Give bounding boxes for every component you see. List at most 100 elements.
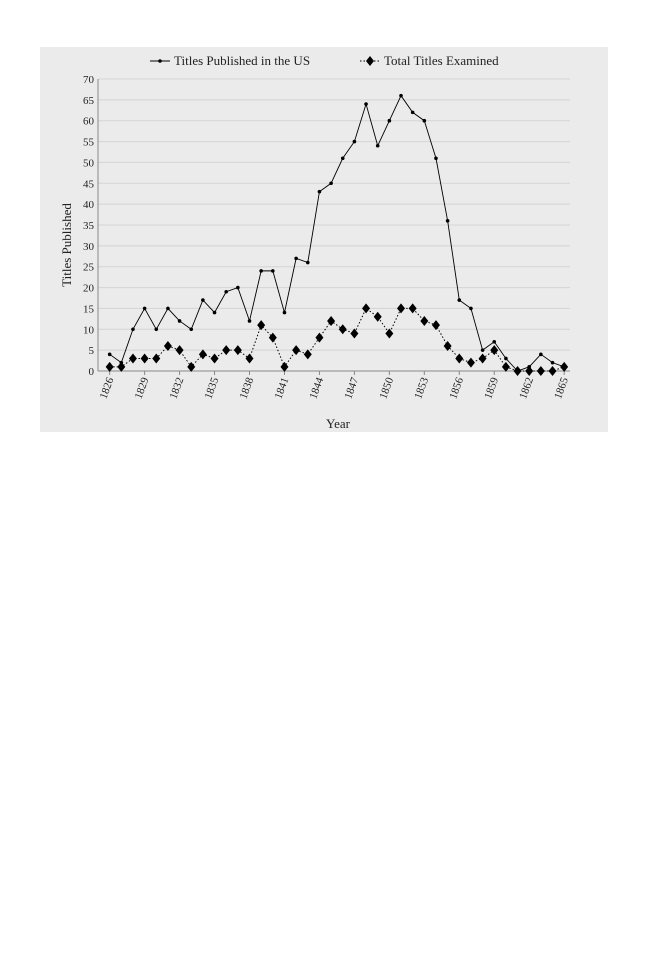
data-point [105,361,114,372]
y-tick-label: 60 [83,116,95,128]
series-line [109,94,565,372]
y-tick-label: 40 [83,199,95,211]
y-tick-label: 65 [83,95,95,107]
data-point [166,306,170,311]
data-point [212,310,217,315]
data-point [257,320,266,331]
data-point [154,327,159,332]
data-point [525,366,534,376]
data-point [431,320,440,331]
legend-marker [158,59,162,63]
data-point [504,356,508,361]
data-point [247,319,252,323]
data-point [268,332,277,343]
data-point [350,328,359,339]
data-point [210,353,219,364]
data-point [492,340,497,344]
data-point [539,352,543,357]
data-point [455,353,464,364]
data-point [282,310,287,315]
data-point [513,366,522,376]
data-point [152,353,161,364]
y-tick-label: 20 [83,283,95,295]
x-axis-label: Year [326,416,351,431]
y-tick-label: 15 [83,303,95,315]
data-point [224,289,228,294]
legend-marker [366,56,374,66]
legend-label: Titles Published in the US [174,53,310,68]
data-point [233,345,242,356]
data-point [315,332,324,343]
data-point [469,306,473,311]
data-point [364,102,368,106]
data-point [466,357,475,368]
data-point [478,353,487,364]
data-point [434,156,438,161]
data-point [245,353,254,364]
data-point [548,366,557,376]
data-point [550,360,555,365]
y-tick-label: 35 [83,220,95,232]
y-tick-label: 25 [83,262,95,274]
data-point [536,366,545,376]
data-point [128,353,137,364]
data-point [490,345,499,356]
data-point [352,139,357,144]
data-point [107,352,112,357]
data-point [259,269,263,273]
data-point [117,361,126,372]
data-point [338,324,347,335]
data-point [560,361,569,372]
y-tick-label: 55 [83,137,95,149]
data-point [410,110,415,115]
data-point [422,118,427,123]
series-line [109,307,565,372]
data-point [327,315,336,326]
y-axis-label: Titles Published [59,203,74,287]
data-point [457,298,462,302]
data-point [140,353,149,364]
data-point [131,327,135,332]
data-point [292,345,301,356]
data-point [408,303,417,314]
data-point [198,349,207,360]
y-tick-label: 45 [83,178,95,190]
data-point [187,361,196,372]
data-point [362,303,371,314]
y-tick-label: 70 [83,74,95,86]
data-point [303,349,312,360]
data-point [443,340,452,351]
data-point [177,319,182,323]
data-point [375,143,380,148]
chart-background [40,47,608,432]
data-point [189,327,194,332]
data-point [329,181,333,186]
data-point [373,311,382,322]
y-tick-label: 5 [89,345,95,357]
data-point [142,306,147,311]
data-point [271,269,275,273]
data-point [480,348,485,352]
data-point [236,285,240,290]
data-point [445,219,450,223]
data-point [305,260,310,265]
y-tick-label: 30 [83,241,95,253]
data-point [280,361,289,372]
data-point [317,189,322,194]
data-point [385,328,394,339]
y-tick-label: 50 [83,157,95,169]
y-tick-label: 10 [83,324,95,336]
data-point [201,298,205,302]
data-point [175,345,184,356]
data-point [399,93,403,98]
legend-label: Total Titles Examined [384,53,499,68]
data-point [501,361,510,372]
data-point [340,156,345,161]
data-point [294,256,298,261]
data-point [420,315,429,326]
y-tick-label: 0 [89,366,95,378]
data-point [397,303,406,314]
data-point [222,345,231,356]
data-point [387,118,392,123]
